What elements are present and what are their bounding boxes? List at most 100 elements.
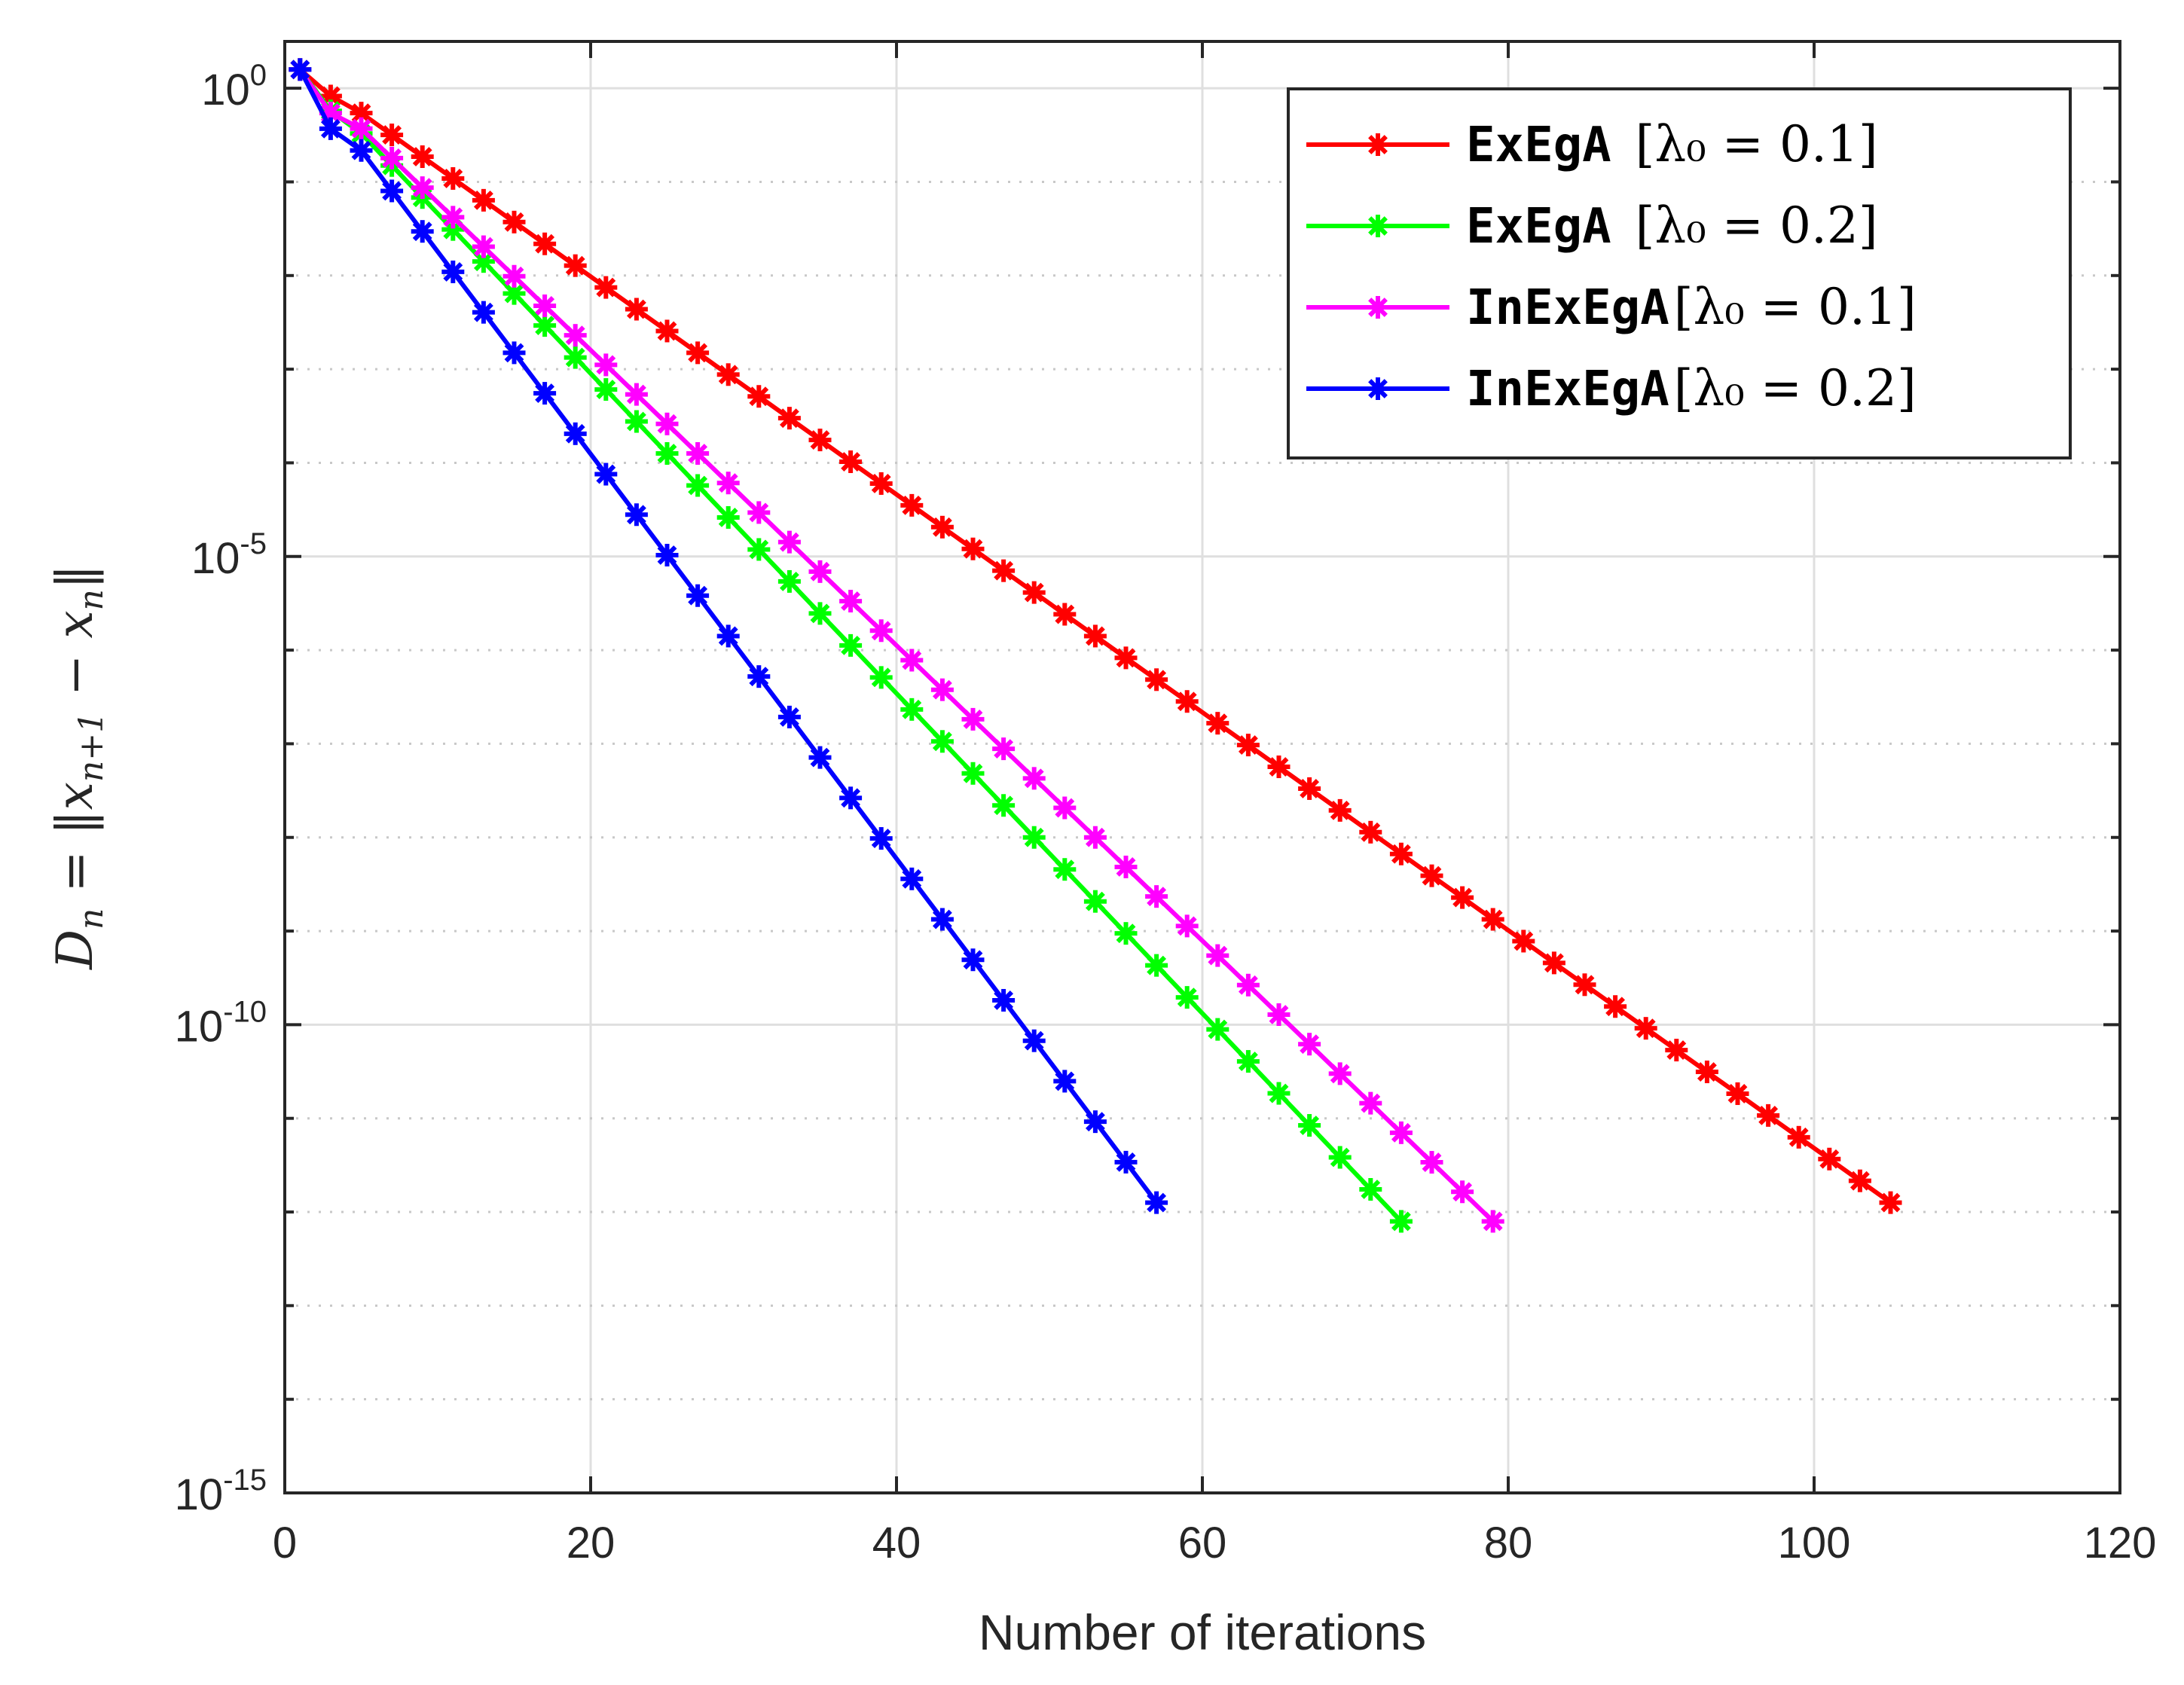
- series-point: [1267, 1003, 1291, 1026]
- series-point: [380, 124, 404, 147]
- legend-entry-1: ExEgA [λ₀ = 0.1]: [1306, 115, 1878, 173]
- series-point: [1083, 624, 1107, 648]
- series-point: [533, 314, 557, 337]
- legend-label: InExEgA[λ₀ = 0.2]: [1466, 359, 1917, 417]
- series-point: [1420, 864, 1443, 887]
- series-point: [472, 301, 495, 324]
- y-tick-label: 100: [201, 59, 267, 114]
- series-point: [655, 442, 679, 466]
- x-tick-label: 100: [1778, 1519, 1851, 1567]
- series-point: [686, 584, 710, 607]
- series-point: [808, 560, 832, 583]
- series-point: [1236, 734, 1260, 757]
- series-point: [686, 442, 710, 466]
- x-tick-label: 0: [273, 1519, 297, 1567]
- series-point: [1053, 1070, 1077, 1093]
- series-point: [1083, 890, 1107, 913]
- series-point: [1787, 1125, 1810, 1149]
- series-point: [1114, 922, 1138, 945]
- series-point: [869, 472, 893, 495]
- series-point: [747, 501, 771, 524]
- series-point: [1267, 756, 1291, 779]
- series-point: [411, 220, 434, 243]
- series-point: [839, 450, 863, 474]
- series-point: [992, 794, 1016, 817]
- series-point: [380, 146, 404, 169]
- series-point: [1359, 820, 1382, 844]
- series-point: [625, 298, 648, 321]
- series-point: [747, 665, 771, 688]
- series-point: [747, 538, 771, 561]
- legend-label: InExEgA[λ₀ = 0.1]: [1466, 278, 1917, 336]
- series-point: [594, 276, 618, 299]
- series-point: [350, 117, 373, 140]
- series-point: [777, 407, 801, 430]
- series-1: [289, 58, 1902, 1214]
- series-point: [1298, 777, 1321, 800]
- series-point: [1175, 690, 1199, 713]
- series-point: [1206, 712, 1229, 735]
- series-point: [441, 206, 465, 229]
- series-point: [900, 867, 924, 890]
- series-point: [839, 633, 863, 657]
- legend-swatch-marker: [1367, 215, 1389, 237]
- series-point: [564, 422, 587, 445]
- series-point: [900, 649, 924, 672]
- x-tick-label: 120: [2084, 1519, 2157, 1567]
- series-point: [380, 179, 404, 203]
- legend-swatch-marker: [1367, 296, 1389, 319]
- series-point: [777, 705, 801, 728]
- series-point: [930, 908, 954, 931]
- series-point: [1481, 908, 1504, 931]
- series-point: [1298, 1114, 1321, 1137]
- series-point: [655, 543, 679, 566]
- axes: 0 20 40 60 80 100 120 100 10-5 10-10 10-15: [175, 41, 2157, 1567]
- series-point: [625, 503, 648, 527]
- series-point: [869, 827, 893, 850]
- series-point: [1298, 1033, 1321, 1056]
- series-point: [1175, 986, 1199, 1009]
- series-point: [564, 346, 587, 369]
- series-point: [716, 363, 740, 386]
- series-3: [289, 58, 1504, 1233]
- series-point: [839, 590, 863, 613]
- series-point: [961, 707, 985, 731]
- series-point: [1114, 855, 1138, 878]
- y-tick-label: 10-5: [191, 527, 267, 583]
- series-point: [1695, 1061, 1718, 1084]
- series-point: [1604, 995, 1627, 1018]
- series-point: [1145, 1191, 1168, 1214]
- series-point: [472, 235, 495, 258]
- legend-label: ExEgA [λ₀ = 0.1]: [1466, 115, 1878, 173]
- series-point: [1481, 1210, 1504, 1233]
- series-point: [1665, 1039, 1688, 1062]
- series-point: [869, 619, 893, 643]
- series-point: [1389, 1210, 1413, 1233]
- series-point: [533, 382, 557, 405]
- series-point: [411, 145, 434, 169]
- series-point: [1328, 1146, 1352, 1169]
- series-point: [655, 412, 679, 435]
- series-point: [625, 410, 648, 433]
- series-point: [289, 58, 312, 81]
- series-point: [1236, 973, 1260, 997]
- series-point: [900, 698, 924, 721]
- series-point: [502, 264, 526, 288]
- series-line: [298, 68, 1495, 1223]
- series-point: [686, 341, 710, 365]
- series-point: [594, 353, 618, 377]
- series-point: [1206, 1018, 1229, 1041]
- legend-entry-4: InExEgA[λ₀ = 0.2]: [1306, 359, 1917, 417]
- series-point: [1359, 1091, 1382, 1115]
- series-point: [1145, 668, 1168, 691]
- series-point: [1022, 581, 1046, 604]
- series-point: [502, 341, 526, 365]
- series-point: [1236, 1050, 1260, 1073]
- legend-swatch-marker: [1367, 377, 1389, 400]
- series-point: [533, 232, 557, 255]
- series-point: [1359, 1177, 1382, 1201]
- series-point: [1512, 929, 1535, 953]
- series-point: [1328, 798, 1352, 822]
- series-point: [1634, 1017, 1657, 1040]
- svg-text:Dn = ‖xn+1 − xn‖: Dn = ‖xn+1 − xn‖: [46, 564, 111, 970]
